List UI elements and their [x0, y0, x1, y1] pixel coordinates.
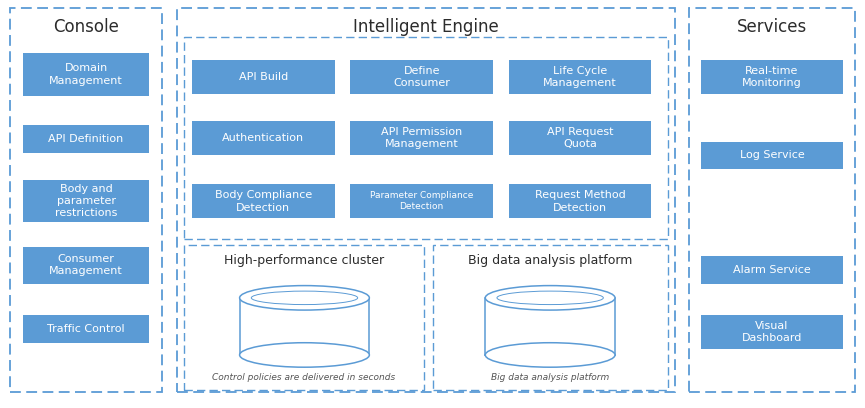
FancyBboxPatch shape: [23, 53, 149, 96]
Text: Life Cycle
Management: Life Cycle Management: [543, 66, 617, 88]
FancyBboxPatch shape: [701, 256, 843, 284]
Text: API Permission
Management: API Permission Management: [381, 127, 462, 149]
Text: High-performance cluster: High-performance cluster: [224, 254, 384, 267]
FancyBboxPatch shape: [192, 60, 335, 94]
FancyBboxPatch shape: [350, 121, 493, 155]
FancyBboxPatch shape: [192, 121, 335, 155]
Ellipse shape: [240, 343, 369, 367]
FancyBboxPatch shape: [701, 142, 843, 169]
Text: Big data analysis platform: Big data analysis platform: [491, 373, 609, 382]
Text: API Definition: API Definition: [48, 134, 124, 144]
FancyBboxPatch shape: [23, 180, 149, 222]
Text: Traffic Control: Traffic Control: [48, 324, 125, 334]
Bar: [240, 298, 369, 355]
FancyBboxPatch shape: [701, 60, 843, 94]
FancyBboxPatch shape: [701, 315, 843, 349]
Text: Alarm Service: Alarm Service: [734, 265, 811, 275]
FancyBboxPatch shape: [509, 121, 651, 155]
Text: Console: Console: [53, 18, 119, 35]
FancyBboxPatch shape: [23, 125, 149, 153]
Text: Parameter Compliance
Detection: Parameter Compliance Detection: [370, 191, 473, 211]
Text: Define
Consumer: Define Consumer: [394, 66, 450, 88]
Ellipse shape: [485, 286, 615, 310]
Text: Body Compliance
Detection: Body Compliance Detection: [215, 190, 312, 213]
Text: Authentication: Authentication: [222, 133, 304, 143]
Text: Consumer
Management: Consumer Management: [49, 254, 123, 276]
FancyBboxPatch shape: [509, 184, 651, 218]
Text: Body and
parameter
restrictions: Body and parameter restrictions: [54, 184, 118, 218]
FancyBboxPatch shape: [23, 315, 149, 343]
Ellipse shape: [485, 343, 615, 367]
FancyBboxPatch shape: [23, 247, 149, 284]
Text: Request Method
Detection: Request Method Detection: [535, 190, 625, 213]
FancyBboxPatch shape: [509, 60, 651, 94]
Bar: [485, 298, 615, 355]
Text: Services: Services: [737, 18, 807, 35]
Ellipse shape: [240, 286, 369, 310]
Text: Real-time
Monitoring: Real-time Monitoring: [742, 66, 802, 88]
Text: Visual
Dashboard: Visual Dashboard: [742, 321, 802, 343]
Text: Big data analysis platform: Big data analysis platform: [468, 254, 632, 267]
Text: Log Service: Log Service: [740, 151, 804, 160]
Text: API Build: API Build: [239, 72, 288, 82]
Text: Intelligent Engine: Intelligent Engine: [353, 18, 499, 35]
FancyBboxPatch shape: [350, 60, 493, 94]
FancyBboxPatch shape: [350, 184, 493, 218]
FancyBboxPatch shape: [192, 184, 335, 218]
Text: Domain
Management: Domain Management: [49, 63, 123, 86]
Text: API Request
Quota: API Request Quota: [547, 127, 613, 149]
Text: Control policies are delivered in seconds: Control policies are delivered in second…: [213, 373, 395, 382]
